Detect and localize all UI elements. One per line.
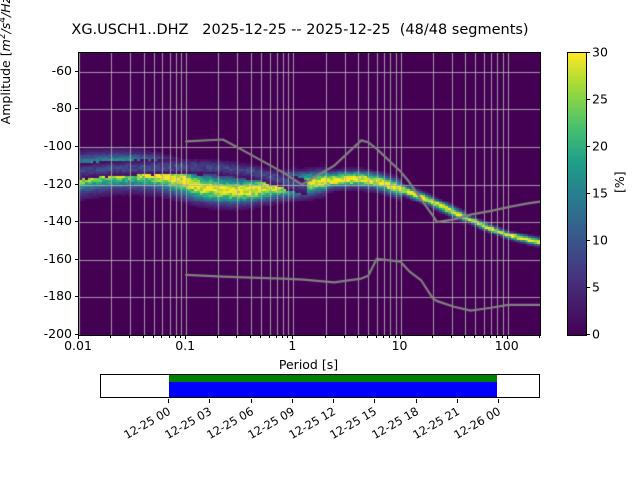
x-axis-minor-tick-mark: [482, 335, 484, 338]
x-axis-minor-tick-mark: [367, 335, 369, 338]
y-axis-tick-label: -160: [43, 250, 72, 266]
y-axis-tick-label: -80: [51, 100, 72, 116]
y-axis-tick-label: -120: [43, 175, 72, 191]
coverage-tick-mark: [456, 399, 458, 403]
coverage-tick-mark: [374, 399, 376, 403]
coverage-blue-band: [168, 382, 498, 397]
x-axis-minor-tick-mark: [161, 335, 163, 338]
x-axis-minor-tick-mark: [343, 335, 345, 338]
y-axis-tick-label: -100: [43, 138, 72, 153]
colorbar-tick-mark: [586, 99, 590, 100]
x-axis-tick-label: 10: [391, 338, 408, 353]
x-axis-minor-tick-mark: [260, 335, 262, 338]
x-axis-minor-tick-mark: [382, 335, 384, 338]
x-axis-minor-tick-mark: [174, 335, 176, 338]
y-axis-tick-label: -180: [43, 288, 72, 304]
coverage-tick-mark: [250, 399, 252, 403]
colorbar-tick-mark: [586, 146, 590, 147]
x-axis-minor-tick-mark: [431, 335, 433, 338]
coverage-green-band: [168, 375, 498, 383]
x-axis-minor-tick-mark: [168, 335, 170, 338]
y-axis-tick-mark: [74, 296, 79, 298]
y-axis-tick-mark: [74, 258, 79, 260]
coverage-tick-mark: [498, 399, 500, 403]
x-axis-minor-tick-mark: [287, 335, 289, 338]
coverage-tick-mark: [415, 399, 417, 403]
x-axis-minor-tick-mark: [389, 335, 391, 338]
x-axis-minor-tick-mark: [217, 335, 219, 338]
x-axis-minor-tick-mark: [496, 335, 498, 338]
ppsd-plot-area[interactable]: [78, 52, 541, 336]
x-axis-minor-tick-mark: [501, 335, 503, 338]
x-axis-tick-label: 1: [288, 338, 297, 353]
colorbar-tick-label: 20: [592, 138, 608, 154]
colorbar-tick-label: 10: [592, 232, 608, 248]
x-axis-minor-tick-mark: [281, 335, 283, 338]
colorbar-tick-label: 15: [592, 185, 608, 201]
x-axis-minor-tick-mark: [249, 335, 251, 338]
x-axis-major-tick-mark: [292, 335, 294, 339]
x-axis-major-tick-mark: [506, 335, 508, 339]
y-axis-tick-mark: [74, 108, 79, 110]
x-axis-minor-tick-mark: [236, 335, 238, 338]
x-axis-minor-tick-mark: [152, 335, 154, 338]
x-axis-minor-tick-mark: [180, 335, 182, 338]
x-axis-minor-tick-mark: [110, 335, 112, 338]
coverage-tick-mark: [168, 399, 170, 403]
ppsd-histogram-canvas: [79, 53, 540, 335]
x-axis-minor-tick-mark: [394, 335, 396, 338]
x-axis-minor-tick-mark: [474, 335, 476, 338]
x-axis-minor-tick-mark: [490, 335, 492, 338]
colorbar-tick-mark: [586, 287, 590, 288]
data-coverage-bar[interactable]: [100, 374, 540, 398]
colorbar-label: [%]: [612, 171, 627, 193]
x-axis-minor-tick-mark: [129, 335, 131, 338]
y-axis-tick-mark: [74, 70, 79, 72]
y-axis-tick-label: -60: [51, 62, 72, 78]
x-axis-minor-tick-mark: [142, 335, 144, 338]
x-axis-minor-tick-mark: [450, 335, 452, 338]
colorbar-tick-mark: [586, 193, 590, 194]
x-axis-major-tick-mark: [78, 335, 79, 339]
colorbar[interactable]: [567, 52, 587, 336]
x-axis-minor-tick-mark: [356, 335, 358, 338]
colorbar-tick-label: 25: [592, 91, 608, 107]
y-axis-tick-mark: [74, 183, 79, 185]
x-axis-major-tick-mark: [185, 335, 187, 339]
y-axis-tick-mark: [74, 334, 79, 335]
y-axis-label: Amplitude [m2/s4/Hz] [dB]: [0, 0, 14, 125]
x-axis-tick-label: 0.1: [175, 338, 196, 353]
colorbar-tick-mark: [586, 334, 590, 335]
x-axis-tick-label: 100: [494, 338, 519, 353]
page-title: XG.USCH1..DHZ 2025-12-25 -- 2025-12-25 (…: [71, 22, 529, 38]
colorbar-tick-mark: [586, 240, 590, 241]
colorbar-tick-label: 0: [592, 326, 600, 342]
y-axis-tick-mark: [74, 146, 79, 147]
y-axis-tick-label: -140: [43, 213, 72, 229]
y-axis-tick-label: -200: [43, 326, 72, 341]
coverage-tick-mark: [209, 399, 211, 403]
x-axis-minor-tick-mark: [268, 335, 270, 338]
x-axis-minor-tick-mark: [324, 335, 326, 338]
x-axis-major-tick-mark: [399, 335, 401, 339]
x-axis-minor-tick-mark: [375, 335, 377, 338]
colorbar-tick-label: 5: [592, 279, 600, 295]
coverage-tick-mark: [333, 399, 335, 403]
colorbar-tick-label: 30: [592, 44, 608, 60]
y-axis-tick-mark: [74, 221, 79, 223]
x-axis-label: Period [s]: [278, 357, 339, 372]
x-axis-minor-tick-mark: [275, 335, 277, 338]
colorbar-tick-mark: [586, 52, 590, 53]
x-axis-minor-tick-mark: [539, 335, 540, 338]
x-axis-tick-label: 0.01: [64, 338, 92, 353]
x-axis-minor-tick-mark: [464, 335, 466, 338]
coverage-tick-mark: [291, 399, 293, 403]
